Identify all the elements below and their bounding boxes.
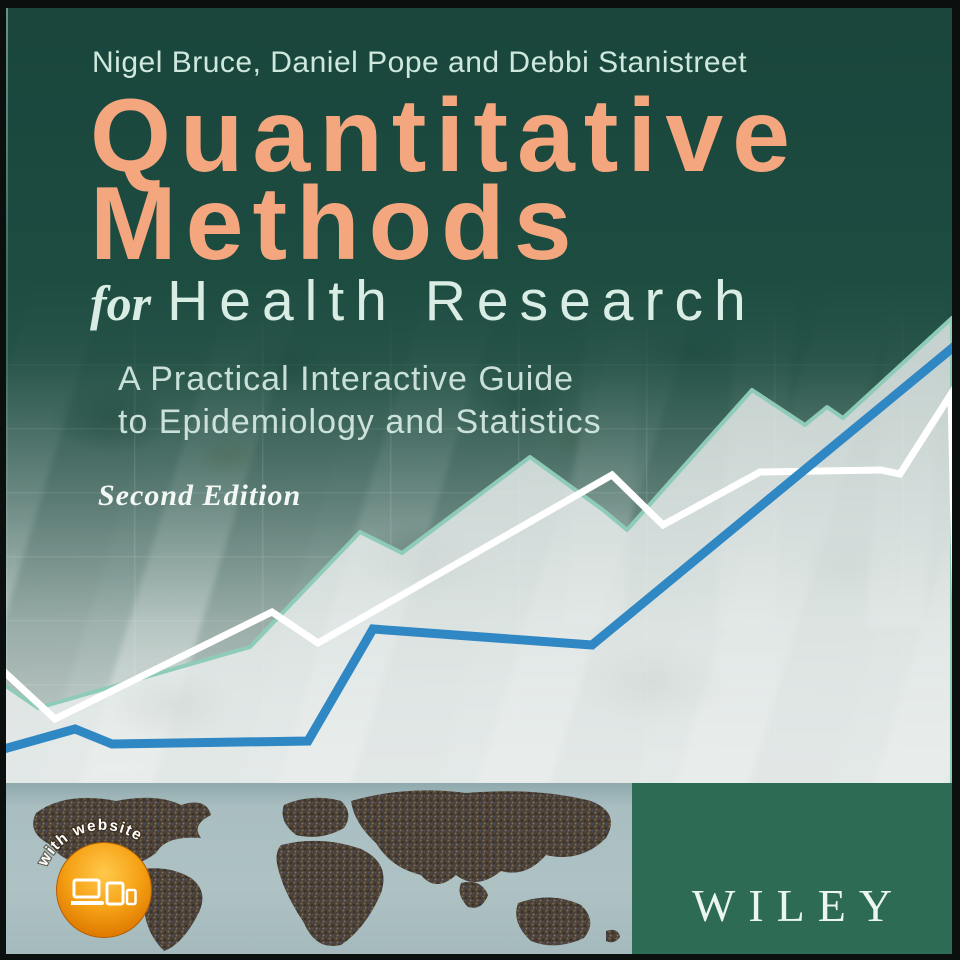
- with-website-badge: [56, 842, 152, 938]
- publisher-panel: WILEY: [632, 783, 952, 954]
- white-line-series: [0, 382, 960, 724]
- blue-line-series: [0, 341, 959, 755]
- title-line-3: for Health Research: [90, 268, 757, 334]
- frame-right: [952, 0, 960, 960]
- title-line-1: Quantitative: [90, 78, 799, 194]
- frame-left: [0, 0, 6, 960]
- continent-crowd-texture: [33, 790, 620, 951]
- devices-icons: [71, 878, 137, 906]
- tablet-icon: [105, 881, 125, 906]
- subtitle-line-2: to Epidemiology and Statistics: [118, 403, 602, 441]
- book-title: Quantitative Methods: [90, 78, 799, 282]
- title-health-research: Health Research: [167, 269, 757, 333]
- authors-line: Nigel Bruce, Daniel Pope and Debbi Stani…: [92, 46, 748, 79]
- subtitle-line-1: A Practical Interactive Guide: [118, 360, 575, 398]
- crowd-world-map: [33, 790, 620, 951]
- spine-highlight: [6, 8, 8, 508]
- title-for-word: for: [90, 275, 152, 331]
- title-line-2: Methods: [90, 166, 581, 282]
- svg-text:with website: with website: [34, 817, 146, 870]
- frame-top: [0, 0, 960, 8]
- publisher-logo: WILEY: [691, 880, 906, 931]
- badge-label-text: with website: [33, 816, 146, 871]
- subtitle: A Practical Interactive Guide to Epidemi…: [118, 358, 602, 444]
- phone-icon: [125, 888, 137, 906]
- badge-arc-label: with website: [33, 816, 146, 871]
- frame-bottom: [0, 954, 960, 960]
- laptop-icon: [71, 878, 104, 905]
- edition-label: Second Edition: [98, 479, 302, 512]
